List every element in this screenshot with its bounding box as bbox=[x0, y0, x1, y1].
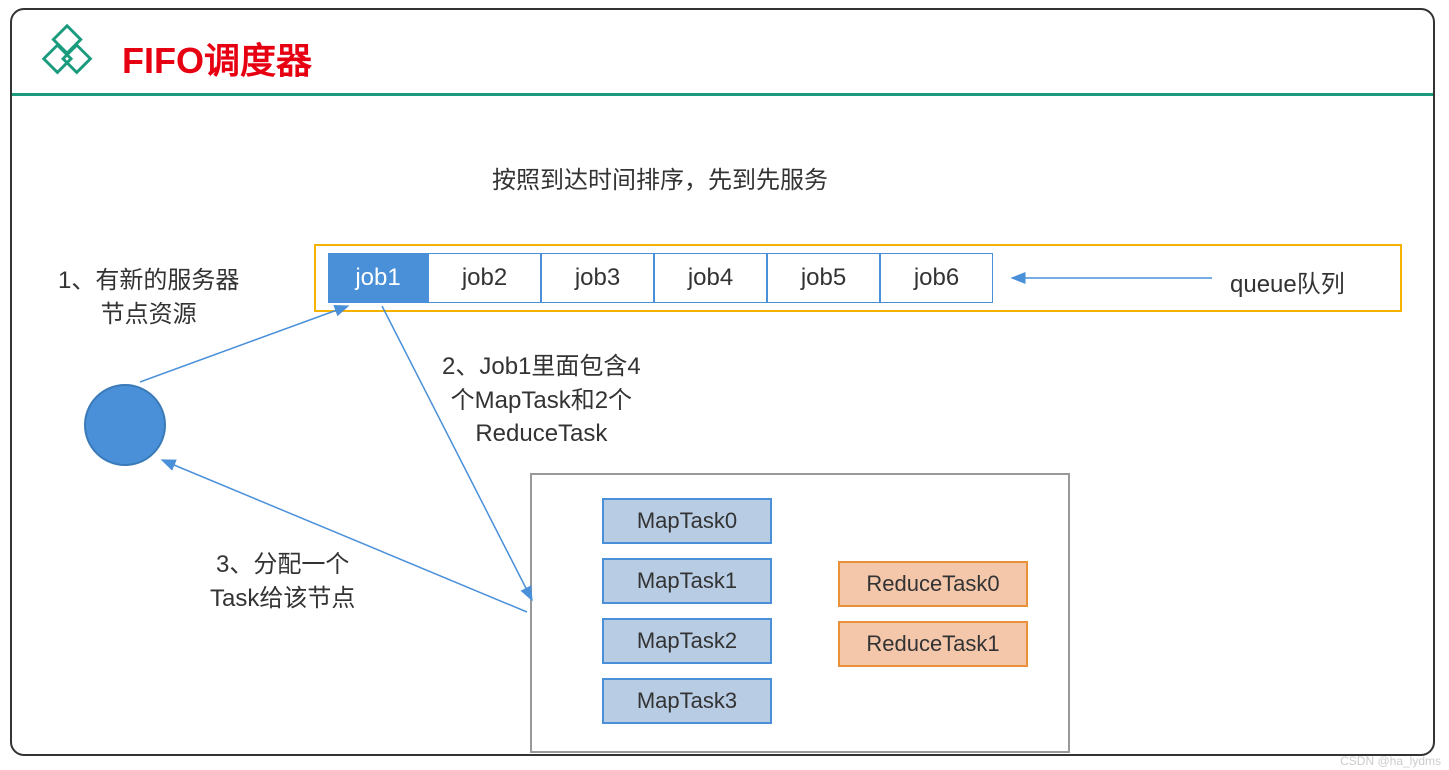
job-cell-active: job1 bbox=[328, 253, 428, 303]
subtitle-text: 按照到达时间排序，先到先服务 bbox=[492, 160, 828, 195]
note-2-line2: 个MapTask和2个 bbox=[451, 387, 632, 414]
note-2-line1: 2、Job1里面包含4 bbox=[442, 353, 641, 380]
slide-frame: FIFO调度器 按照到达时间排序，先到先服务 job1 job2 job3 jo… bbox=[10, 8, 1435, 756]
job-cell: job2 bbox=[428, 253, 541, 303]
note-3: 3、分配一个 Task给该节点 bbox=[210, 548, 355, 615]
job-cell: job5 bbox=[767, 253, 880, 303]
jobs-row: job1 job2 job3 job4 job5 job6 bbox=[328, 253, 993, 303]
job-cell: job3 bbox=[541, 253, 654, 303]
job-cell: job4 bbox=[654, 253, 767, 303]
maptask-box: MapTask1 bbox=[602, 558, 772, 604]
header-bar: FIFO调度器 bbox=[12, 10, 1433, 96]
note-2-line3: ReduceTask bbox=[475, 420, 607, 447]
maptask-box: MapTask2 bbox=[602, 618, 772, 664]
watermark-text: CSDN @ha_lydms bbox=[1340, 754, 1441, 768]
note-3-line1: 3、分配一个 bbox=[216, 551, 349, 578]
note-1: 1、有新的服务器 节点资源 bbox=[58, 264, 239, 331]
note-2: 2、Job1里面包含4 个MapTask和2个 ReduceTask bbox=[442, 350, 641, 451]
queue-label: queue队列 bbox=[1230, 264, 1345, 299]
reducetask-box: ReduceTask0 bbox=[838, 561, 1028, 607]
logo-icon bbox=[40, 24, 98, 82]
note-1-line2: 节点资源 bbox=[101, 301, 197, 328]
note-1-line1: 1、有新的服务器 bbox=[58, 267, 239, 294]
job-cell: job6 bbox=[880, 253, 993, 303]
reducetask-box: ReduceTask1 bbox=[838, 621, 1028, 667]
note-3-line2: Task给该节点 bbox=[210, 585, 355, 612]
server-node-circle bbox=[84, 384, 166, 466]
page-title: FIFO调度器 bbox=[122, 32, 312, 84]
reducetask-column: ReduceTask0 ReduceTask1 bbox=[838, 561, 1028, 667]
maptask-box: MapTask3 bbox=[602, 678, 772, 724]
maptask-box: MapTask0 bbox=[602, 498, 772, 544]
maptask-column: MapTask0 MapTask1 MapTask2 MapTask3 bbox=[602, 498, 772, 724]
